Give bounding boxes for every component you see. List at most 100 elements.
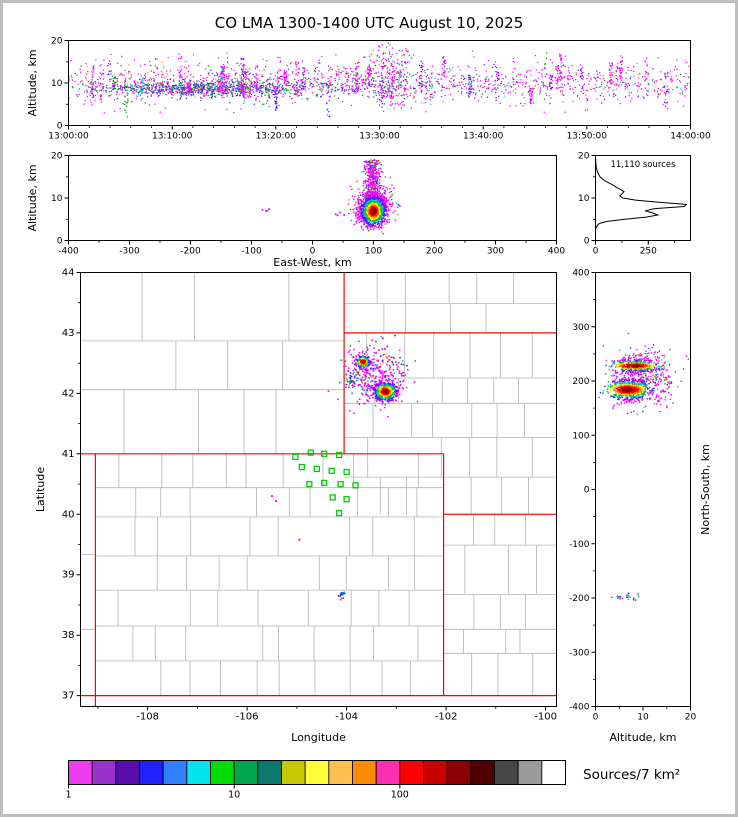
x-tick-label: -200 [180,247,201,257]
station-square-icon [329,494,336,501]
colorbar-frame [68,760,566,785]
y-tick-label: 43 [62,328,75,339]
colorbar-cell [257,760,282,785]
y-tick-label: 10 [51,194,63,204]
y-tick-label: 20 [578,152,590,162]
y-tick-label: -100 [569,540,590,550]
x-tick-label: 13:50:00 [567,132,608,142]
colorbar-ticks [68,784,401,789]
x-tick-label: 100 [365,247,382,257]
ew_alt-axes: -400 -300 -200 -100 0 100 200 300 400 0 10 20 [51,152,565,257]
station-square-icon [335,509,343,517]
station-square-icon [343,468,350,476]
colorbar-cell [68,760,93,785]
station-square-icon [307,449,314,456]
minor-ticks [66,176,527,243]
y-tick-label: 400 [572,269,589,279]
y-tick-label: 10 [51,79,63,89]
ew-yaxis-title: Altitude, km [26,164,39,231]
station-square-icon [328,467,335,474]
y-tick-label: -200 [569,594,590,604]
map-base [80,272,557,707]
y-tick-label: 0 [57,122,63,132]
y-tick-label: 10 [578,194,590,204]
colorbar-cell [281,760,306,785]
y-tick-label: -400 [569,703,590,713]
ns-xaxis-title: Altitude, km [609,731,676,744]
county-lines [80,272,557,696]
colorbar-cell [162,760,188,785]
y-tick-label: 20 [51,37,63,47]
station-square-icon [292,453,299,461]
station-square-icon [352,482,359,489]
colorbar-cell [446,760,472,785]
colorbar-cell [494,760,519,785]
colorbar-cell [233,760,259,785]
lma-station-markers [292,449,359,517]
x-tick-label: -108 [136,712,159,723]
time_height-axes: 13:00:00 13:10:00 13:20:00 13:30:00 13:40:00… [48,37,711,142]
x-tick-label: 20 [685,713,697,723]
station-square-icon [321,450,328,457]
colorbar-cell [399,760,424,785]
time-height-yaxis-title: Altitude, km [26,49,39,116]
plot-axes-layer: 13:00:00 13:10:00 13:20:00 13:30:00 13:40:00… [48,37,711,801]
x-tick-label: 13:40:00 [463,132,504,142]
colorbar-cell [210,760,235,785]
time_height-scatter [68,42,691,118]
ew_alt-scatter [261,159,401,235]
ns_alt-frame [595,272,691,707]
colorbar-cell [328,760,353,785]
y-tick-label: 300 [572,323,589,333]
y-tick-label: -300 [569,648,590,658]
station-square-icon [313,465,320,473]
colorbar-cell [375,760,401,785]
station-square-icon [343,496,350,503]
ew-xaxis-title: East-West, km [273,256,351,269]
colorbar-cell [541,760,566,785]
major-ticks [76,272,547,711]
colorbar-cell [139,760,164,785]
y-tick-label: 44 [62,268,75,279]
x-tick-label: -100 [241,247,262,257]
y-tick-label: 41 [62,449,75,460]
station-square-icon [321,479,328,487]
ns-yaxis-title: North-South, km [699,444,712,535]
altitude-histogram-curve [595,155,688,241]
colorbar-title: Sources/7 km² [583,767,680,783]
plot-content-layer [68,42,691,707]
colorbar-cell [517,760,543,785]
y-tick-label: 0 [584,237,590,247]
figure-title: CO LMA 1300-1400 UTC August 10, 2025 [215,14,523,32]
x-tick-label: 13:10:00 [152,132,193,142]
major-ticks [591,155,649,245]
x-tick-label: 14:00:00 [670,132,711,142]
ns_alt-scatter [598,332,690,601]
y-tick-label: 40 [62,509,75,520]
major-ticks [64,155,557,245]
time_height-frame [68,40,691,126]
x-tick-label: -100 [534,712,557,723]
source-count-annotation: 11,110 sources [610,160,676,170]
x-tick-label: 250 [640,247,657,257]
ns_alt-axes: 0 10 20 -400 -300 -200 -100 0 100 200 300 400 [569,269,696,723]
minor-ticks [593,299,668,709]
map-yaxis-title: Latitude [34,467,47,513]
colorbar-cell [304,760,330,785]
colorbar-cell [470,760,495,785]
y-tick-label: 0 [584,486,590,496]
colorbar-cell [186,760,211,785]
colorbar-scale: 1 10 100 [65,760,566,801]
x-tick-label: 13:20:00 [256,132,297,142]
y-tick-label: 100 [572,431,589,441]
y-tick-label: 37 [62,691,75,702]
x-tick-label: -102 [435,712,458,723]
colorbar-cell [115,760,140,785]
colorbar-tick-label: 100 [391,790,409,801]
colorbar-cell [91,760,117,785]
x-tick-label: 300 [487,247,504,257]
y-tick-label: 0 [57,237,63,247]
map-frame [80,272,557,707]
